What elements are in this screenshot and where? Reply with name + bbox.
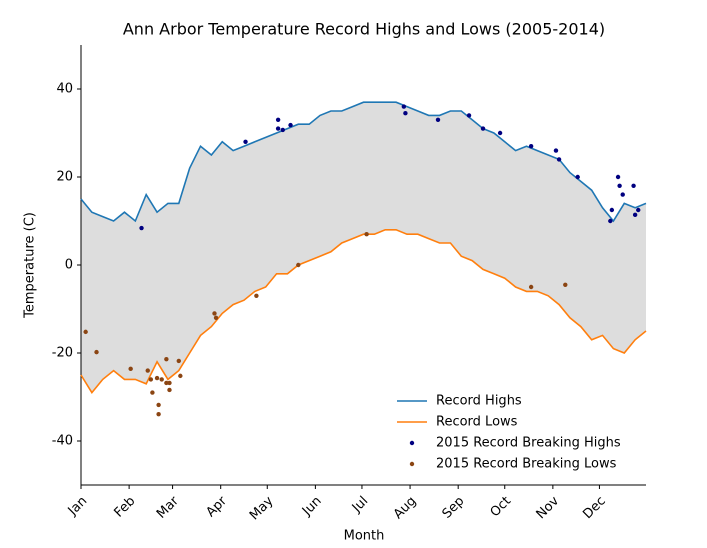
point [631,183,636,188]
y-tick-label: 20 [56,170,73,185]
point [528,144,534,149]
point [528,284,534,290]
point [164,380,169,386]
point [128,366,133,372]
x-tick-label: Feb [112,494,139,521]
point [466,113,472,118]
legend-swatch [409,440,415,446]
point [615,174,621,180]
point [167,387,172,393]
chart-title: Ann Arbor Temperature Record Highs and L… [123,20,605,39]
point [563,282,568,287]
point [275,126,281,131]
x-tick-label: Apr [203,493,230,520]
point [156,402,161,408]
point [212,311,217,316]
point [156,411,161,417]
line [80,229,647,394]
x-tick-label: Jul [349,494,371,516]
point [401,104,407,109]
x-tick-label: Aug [391,494,420,523]
point [94,349,99,355]
point [139,225,144,231]
x-tick-label: Nov [534,493,563,522]
point [553,148,559,153]
point [176,358,181,364]
y-tick-label: 0 [65,258,73,273]
x-tick-label: May [247,493,277,523]
x-tick-label: Jan [65,494,90,519]
point [480,126,486,131]
point [254,293,259,298]
legend-label: 2015 Record Breaking Highs [436,436,621,451]
point [159,377,164,382]
legend-label: 2015 Record Breaking Lows [436,457,617,472]
point [620,192,625,197]
point [497,130,503,136]
point [178,373,183,379]
legend-swatch [409,461,415,467]
x-tick-label: Jun [299,494,325,520]
y-tick-label: 40 [56,82,73,97]
x-tick-label: Dec [580,494,608,522]
point [364,232,369,237]
point [288,122,293,128]
point [148,377,154,382]
point [403,111,408,116]
point [145,368,150,373]
x-tick-label: Oct [488,494,515,521]
point [83,329,88,335]
legend-label: Record Highs [436,394,522,409]
point [617,183,622,188]
point [609,207,615,213]
point [296,262,301,268]
point [275,117,281,123]
point [636,207,641,213]
point [575,174,580,180]
point [167,380,172,386]
point [164,356,169,362]
x-tick-label: Sep [440,494,468,522]
point [213,315,219,320]
point [154,375,160,381]
point [150,390,155,395]
y-tick-label: -20 [52,346,73,361]
point [632,212,638,218]
point [243,139,248,144]
y-tick-label: -40 [52,434,73,449]
point [280,127,285,133]
line [80,101,647,223]
legend-label: Record Lows [436,415,518,430]
x-tick-label: Mar [154,493,182,521]
point [435,117,441,123]
y-axis-label: Temperature (C) [23,212,38,319]
point [556,157,562,162]
point [608,218,613,224]
x-axis-label: Month [344,529,385,544]
range-fill [81,102,646,393]
